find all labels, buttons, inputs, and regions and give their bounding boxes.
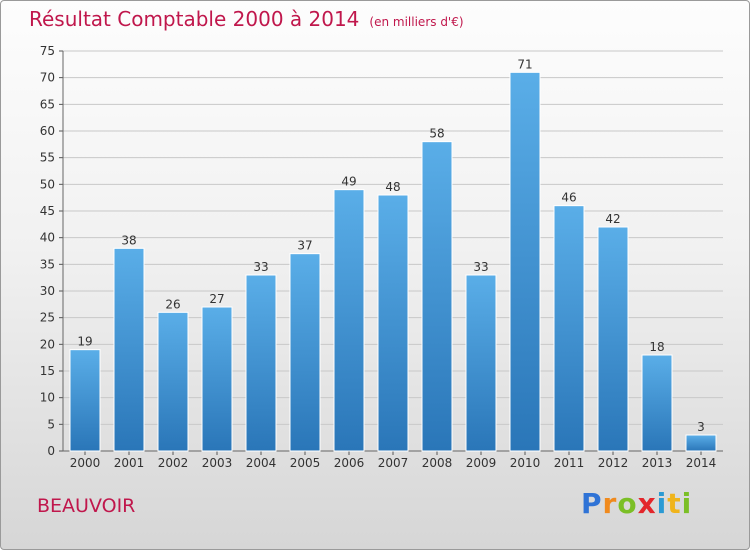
y-tick-label: 10 xyxy=(40,391,55,405)
bar xyxy=(377,194,409,452)
y-tick-label: 70 xyxy=(40,71,55,85)
x-tick-label: 2013 xyxy=(642,456,673,470)
bar-value-label: 42 xyxy=(605,212,620,226)
bar xyxy=(597,226,629,452)
logo-letter: i xyxy=(681,487,693,520)
y-tick-label: 55 xyxy=(40,151,55,165)
x-tick-label: 2005 xyxy=(290,456,321,470)
x-tick-label: 2008 xyxy=(422,456,453,470)
bar xyxy=(553,205,585,452)
title-text: Résultat Comptable 2000 à 2014 xyxy=(29,7,360,31)
y-tick-label: 20 xyxy=(40,337,55,351)
bar-value-label: 18 xyxy=(649,340,664,354)
bar xyxy=(509,71,541,452)
logo-letter: P xyxy=(581,487,603,520)
bar-value-label: 37 xyxy=(297,239,312,253)
bar-value-label: 48 xyxy=(385,180,400,194)
y-tick-label: 60 xyxy=(40,124,55,138)
bar-value-label: 46 xyxy=(561,191,576,205)
bar-value-label: 3 xyxy=(697,420,705,434)
bars xyxy=(69,71,717,452)
x-tick-label: 2003 xyxy=(202,456,233,470)
bar xyxy=(69,349,101,452)
bar-value-label: 33 xyxy=(473,260,488,274)
bar-value-label: 71 xyxy=(517,57,532,71)
x-tick-label: 2007 xyxy=(378,456,409,470)
y-tick-label: 15 xyxy=(40,364,55,378)
x-tick-label: 2006 xyxy=(334,456,365,470)
y-tick-label: 5 xyxy=(47,417,55,431)
x-tick-label: 2004 xyxy=(246,456,277,470)
proxiti-logo: Proxiti xyxy=(581,487,692,520)
x-tick-label: 2009 xyxy=(466,456,497,470)
bar-value-label: 58 xyxy=(429,127,444,141)
title-unit: (en milliers d'€) xyxy=(369,15,464,29)
bar xyxy=(641,354,673,452)
logo-letter: t xyxy=(667,487,682,520)
bar xyxy=(465,274,497,452)
y-tick-label: 65 xyxy=(40,97,55,111)
y-tick-label: 0 xyxy=(47,444,55,458)
bar-value-label: 26 xyxy=(165,297,180,311)
bar xyxy=(333,189,365,452)
labels: 0 5 10 15 20 25 30 35 40 45 50 55 60 65 70 75 19 2000 38 20… xyxy=(40,44,717,470)
bar xyxy=(289,253,321,452)
chart-title: Résultat Comptable 2000 à 2014 (en millie… xyxy=(29,7,464,31)
y-tick-label: 40 xyxy=(40,231,55,245)
y-tick-label: 25 xyxy=(40,311,55,325)
x-tick-label: 2010 xyxy=(510,456,541,470)
x-tick-label: 2014 xyxy=(686,456,717,470)
y-tick-label: 45 xyxy=(40,204,55,218)
bar-value-label: 38 xyxy=(121,233,136,247)
bar xyxy=(685,434,717,452)
commune-name: BEAUVOIR xyxy=(37,495,136,517)
logo-letter: r xyxy=(602,487,618,520)
bar-value-label: 33 xyxy=(253,260,268,274)
y-tick-label: 30 xyxy=(40,284,55,298)
y-tick-label: 35 xyxy=(40,257,55,271)
x-tick-label: 2012 xyxy=(598,456,629,470)
x-tick-label: 2001 xyxy=(114,456,145,470)
y-tick-label: 50 xyxy=(40,177,55,191)
logo-letter: i xyxy=(656,487,668,520)
logo-letter: o xyxy=(617,487,638,520)
bar xyxy=(421,141,453,452)
bar xyxy=(157,311,189,452)
bar xyxy=(245,274,277,452)
x-tick-label: 2000 xyxy=(70,456,101,470)
x-tick-label: 2002 xyxy=(158,456,189,470)
x-tick-label: 2011 xyxy=(554,456,585,470)
bar xyxy=(113,247,145,452)
bar-value-label: 49 xyxy=(341,175,356,189)
y-tick-label: 75 xyxy=(40,44,55,58)
bar xyxy=(201,306,233,452)
bar-value-label: 27 xyxy=(209,292,224,306)
bar-value-label: 19 xyxy=(77,335,92,349)
logo-letter: x xyxy=(637,487,657,520)
